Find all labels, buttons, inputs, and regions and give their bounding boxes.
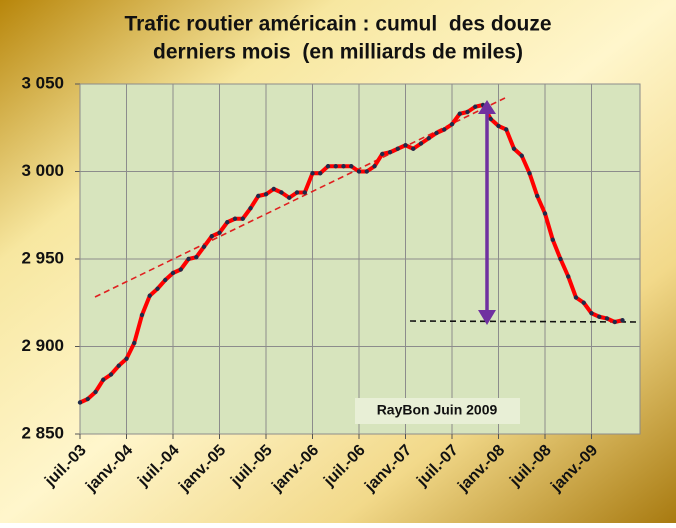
marker xyxy=(310,171,315,176)
marker xyxy=(294,190,300,195)
marker xyxy=(248,206,253,211)
marker xyxy=(535,193,540,199)
marker xyxy=(387,150,393,155)
marker xyxy=(550,237,555,242)
marker xyxy=(178,267,183,272)
y-tick-label: 2 950 xyxy=(21,248,64,267)
marker xyxy=(597,314,602,319)
reference-line xyxy=(409,320,637,323)
arrow xyxy=(478,100,496,325)
marker xyxy=(93,389,98,395)
annotation: RayBon Juin 2009 xyxy=(377,402,498,418)
marker xyxy=(449,122,455,127)
chart-title: Trafic routier américain : cumul des dou… xyxy=(124,13,551,36)
marker xyxy=(364,169,369,174)
marker xyxy=(612,319,617,325)
marker xyxy=(542,211,548,216)
marker xyxy=(589,311,594,316)
marker xyxy=(403,143,408,148)
marker xyxy=(209,234,214,239)
marker xyxy=(341,164,346,169)
marker xyxy=(77,400,83,405)
marker xyxy=(163,277,168,283)
marker xyxy=(232,216,238,221)
marker xyxy=(116,363,121,368)
marker xyxy=(85,396,90,402)
series xyxy=(77,102,625,405)
chart-title: derniers mois (en milliards de miles) xyxy=(153,41,523,64)
marker xyxy=(240,216,245,221)
marker xyxy=(101,377,106,382)
marker xyxy=(287,195,292,200)
marker xyxy=(372,164,377,169)
marker xyxy=(108,372,114,377)
arrow-head xyxy=(478,100,496,114)
y-tick-label: 2 900 xyxy=(21,336,64,355)
marker xyxy=(558,256,563,262)
marker xyxy=(488,116,493,122)
marker xyxy=(418,141,424,146)
marker xyxy=(217,230,222,235)
marker xyxy=(496,123,501,129)
marker xyxy=(395,146,400,151)
marker xyxy=(434,130,439,136)
trend-line xyxy=(94,97,506,298)
y-tick-label: 3 000 xyxy=(21,161,64,180)
marker xyxy=(302,190,307,195)
marker xyxy=(465,109,470,115)
marker xyxy=(132,340,137,346)
marker xyxy=(566,274,571,279)
marker xyxy=(263,192,269,197)
marker xyxy=(139,312,145,318)
marker xyxy=(271,186,276,192)
marker xyxy=(504,127,509,132)
marker xyxy=(147,293,152,298)
marker xyxy=(604,316,610,321)
marker xyxy=(170,270,176,276)
marker xyxy=(349,164,354,169)
marker xyxy=(194,255,199,260)
marker xyxy=(318,171,323,176)
marker xyxy=(426,136,431,141)
marker xyxy=(511,146,517,151)
marker xyxy=(473,104,478,109)
marker xyxy=(442,127,447,132)
marker xyxy=(620,318,625,323)
marker xyxy=(527,171,532,176)
marker xyxy=(356,169,362,174)
marker xyxy=(380,151,385,157)
marker xyxy=(519,153,524,158)
marker xyxy=(279,190,284,195)
marker xyxy=(325,164,331,169)
marker xyxy=(225,220,230,225)
marker xyxy=(573,295,579,300)
marker xyxy=(333,164,338,169)
marker xyxy=(581,300,586,305)
marker xyxy=(201,244,207,249)
marker xyxy=(411,146,416,151)
marker xyxy=(457,111,462,116)
y-tick-label: 2 850 xyxy=(21,423,64,442)
y-tick-label: 3 050 xyxy=(21,73,64,92)
marker xyxy=(124,356,129,361)
marker xyxy=(186,256,191,262)
arrow-head xyxy=(478,310,496,325)
marker xyxy=(155,286,160,291)
marker xyxy=(256,193,261,199)
annotation-box xyxy=(355,398,520,424)
